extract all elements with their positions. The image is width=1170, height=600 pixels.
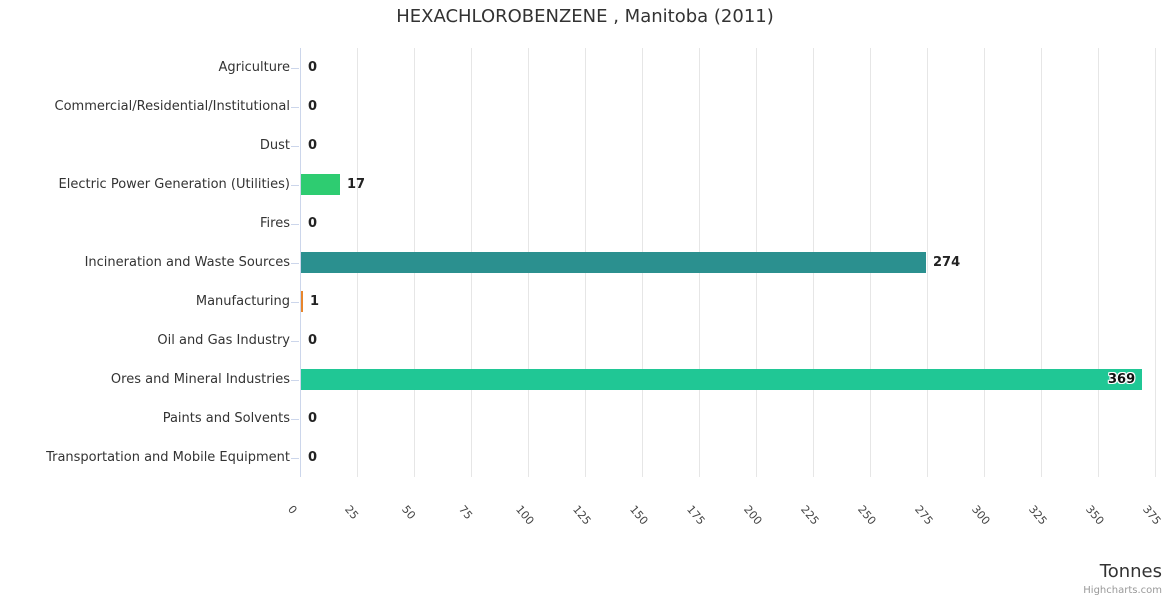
x-axis-tick-label: 300 <box>969 503 993 528</box>
x-axis-tick-label: 25 <box>342 503 361 523</box>
data-label: 1 <box>310 294 320 309</box>
x-axis-tick-label: 125 <box>570 503 594 528</box>
category-tick <box>291 341 299 342</box>
data-label: 0 <box>308 99 318 114</box>
bar-electric-power-generation-utilities-[interactable] <box>301 174 340 195</box>
data-label: 0 <box>308 333 318 348</box>
category-label: Paints and Solvents <box>162 411 290 426</box>
x-axis-tick-label: 0 <box>285 503 300 517</box>
category-label: Agriculture <box>218 60 291 75</box>
category-label: Incineration and Waste Sources <box>84 255 290 270</box>
x-axis-tick-label: 75 <box>456 503 475 523</box>
category-label: Commercial/Residential/Institutional <box>54 99 291 114</box>
category-label: Ores and Mineral Industries <box>110 372 290 387</box>
category-tick <box>291 146 299 147</box>
bar-manufacturing[interactable] <box>301 291 303 312</box>
category-tick <box>291 68 299 69</box>
gridline <box>1155 48 1156 477</box>
data-label: 0 <box>308 138 318 153</box>
category-label: Transportation and Mobile Equipment <box>46 450 290 465</box>
bar-ores-and-mineral-industries[interactable] <box>301 369 1142 390</box>
bar-incineration-and-waste-sources[interactable] <box>301 252 926 273</box>
x-axis-tick-label: 50 <box>399 503 418 523</box>
x-axis-tick-label: 225 <box>798 503 822 528</box>
data-label: 274 <box>933 255 961 270</box>
data-label: 0 <box>308 411 318 426</box>
x-axis-tick-label: 150 <box>627 503 651 528</box>
x-axis-tick-label: 175 <box>684 503 708 528</box>
data-label: 369 <box>1108 372 1136 387</box>
gridline <box>984 48 985 477</box>
data-label: 0 <box>308 450 318 465</box>
category-tick <box>291 419 299 420</box>
category-label: Oil and Gas Industry <box>157 333 290 348</box>
data-label: 0 <box>308 60 318 75</box>
gridline <box>1041 48 1042 477</box>
x-axis-tick-label: 200 <box>741 503 765 528</box>
category-label: Dust <box>259 138 290 153</box>
category-label: Electric Power Generation (Utilities) <box>58 177 290 192</box>
x-axis-tick-label: 275 <box>912 503 936 528</box>
category-tick <box>291 302 299 303</box>
x-axis-tick-label: 350 <box>1083 503 1107 528</box>
gridline <box>927 48 928 477</box>
x-axis-tick-label: 250 <box>855 503 879 528</box>
x-axis-tick-label: 100 <box>513 503 537 528</box>
gridline <box>1098 48 1099 477</box>
chart-title: HEXACHLOROBENZENE , Manitoba (2011) <box>396 6 774 27</box>
x-axis-title: Tonnes <box>1099 561 1162 582</box>
category-tick <box>291 224 299 225</box>
highcharts-credits-link[interactable]: Highcharts.com <box>1083 585 1162 596</box>
category-tick <box>291 380 299 381</box>
data-label: 0 <box>308 216 318 231</box>
category-label: Fires <box>260 216 290 231</box>
category-tick <box>291 107 299 108</box>
x-axis-tick-label: 375 <box>1140 503 1164 528</box>
category-tick <box>291 185 299 186</box>
category-tick <box>291 263 299 264</box>
category-axis-line <box>300 48 301 477</box>
category-label: Manufacturing <box>195 294 290 309</box>
data-label: 17 <box>347 177 366 192</box>
x-axis-tick-label: 325 <box>1026 503 1050 528</box>
category-tick <box>291 458 299 459</box>
